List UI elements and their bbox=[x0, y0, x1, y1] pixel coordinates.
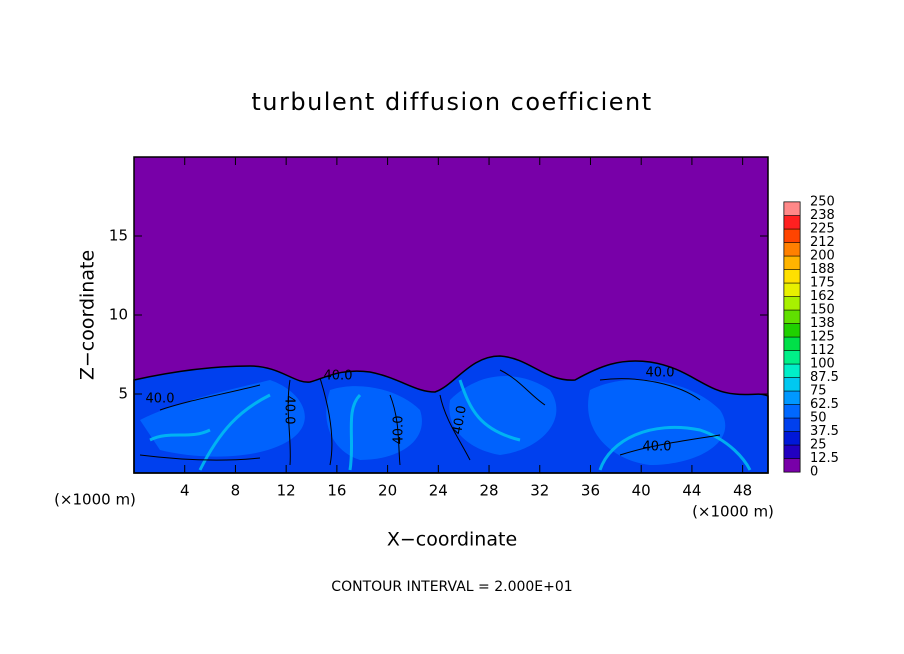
contour-interval: CONTOUR INTERVAL = 2.000E+01 bbox=[331, 579, 572, 595]
colorbar-label: 125 bbox=[810, 330, 835, 345]
swirl-light bbox=[149, 379, 752, 471]
colorbar-label: 162 bbox=[810, 289, 835, 304]
x-unit-label: (×1000 m) bbox=[54, 491, 136, 509]
colorbar-cell bbox=[783, 228, 801, 243]
colorbar-label: 37.5 bbox=[810, 424, 839, 439]
colorbar-label: 212 bbox=[810, 235, 835, 250]
contour-label: 40.0 bbox=[282, 396, 297, 425]
colorbar-cell bbox=[783, 350, 801, 365]
contour-line bbox=[139, 369, 721, 466]
x-tick-label: 36 bbox=[581, 482, 600, 500]
colorbar-label: 175 bbox=[810, 276, 835, 291]
y-axis-label: Z−coordinate bbox=[77, 250, 99, 380]
colorbar-cell bbox=[783, 215, 801, 230]
colorbar-cell bbox=[783, 282, 801, 297]
colorbar-label: 100 bbox=[810, 357, 835, 372]
x-tick-label: 12 bbox=[277, 482, 296, 500]
x-unit-label: (×1000 m) bbox=[692, 503, 774, 521]
field bbox=[133, 157, 769, 474]
x-tick-label: 32 bbox=[530, 482, 549, 500]
colorbar-cell bbox=[783, 417, 801, 432]
colorbar-label: 75 bbox=[810, 384, 827, 399]
colorbar-label: 188 bbox=[810, 262, 835, 277]
contour-label: 40.0 bbox=[324, 369, 353, 384]
colorbar-cell bbox=[783, 363, 801, 378]
contour-label: 40.0 bbox=[646, 366, 675, 381]
x-tick-label: 24 bbox=[429, 482, 448, 500]
colorbar-label: 250 bbox=[810, 195, 835, 210]
colorbar-cell bbox=[783, 323, 801, 338]
colorbar-cell bbox=[783, 377, 801, 392]
x-axis-label: X−coordinate bbox=[387, 529, 517, 551]
colorbar-label: 225 bbox=[810, 222, 835, 237]
colorbar-label: 12.5 bbox=[810, 451, 839, 466]
colorbar-cell bbox=[783, 242, 801, 257]
y-tick-label: 10 bbox=[109, 306, 128, 324]
contour-label: 40.0 bbox=[146, 392, 175, 407]
colorbar-label: 50 bbox=[810, 411, 827, 426]
colorbar-cell bbox=[783, 255, 801, 270]
x-tick-label: 40 bbox=[632, 482, 651, 500]
x-tick-label: 44 bbox=[682, 482, 701, 500]
colorbar-cell bbox=[783, 269, 801, 284]
colorbar-cell bbox=[783, 336, 801, 351]
contour-label: 40.0 bbox=[643, 440, 672, 455]
contour-label: 40.0 bbox=[392, 416, 407, 445]
colorbar-cell bbox=[783, 390, 801, 405]
x-tick-label: 20 bbox=[378, 482, 397, 500]
colorbar-label: 150 bbox=[810, 303, 835, 318]
colorbar-label: 238 bbox=[810, 208, 835, 223]
x-tick-label: 4 bbox=[180, 482, 190, 500]
x-tick-label: 48 bbox=[733, 482, 752, 500]
contour-label: 40.0 bbox=[450, 404, 470, 435]
colorbar-cell bbox=[783, 309, 801, 324]
colorbar-label: 62.5 bbox=[810, 397, 839, 412]
x-tick-label: 28 bbox=[479, 482, 498, 500]
colorbar-label: 0 bbox=[810, 465, 818, 480]
colorbar-cell bbox=[783, 431, 801, 446]
colorbar-cell bbox=[783, 201, 801, 216]
x-tick-label: 8 bbox=[231, 482, 241, 500]
x-tick-label: 16 bbox=[327, 482, 346, 500]
colorbar-cell bbox=[783, 458, 801, 473]
chart-title: turbulent diffusion coefficient bbox=[251, 88, 652, 116]
colorbar-cell bbox=[783, 296, 801, 311]
colorbar-cell bbox=[783, 404, 801, 419]
colorbar-label: 112 bbox=[810, 343, 835, 358]
colorbar-label: 87.5 bbox=[810, 370, 839, 385]
colorbar-label: 25 bbox=[810, 438, 827, 453]
colorbar-label: 200 bbox=[810, 249, 835, 264]
colorbar-label: 138 bbox=[810, 316, 835, 331]
colorbar-cell bbox=[783, 444, 801, 459]
y-tick-label: 5 bbox=[118, 385, 128, 403]
y-tick-label: 15 bbox=[109, 227, 128, 245]
swirl bbox=[140, 376, 726, 465]
